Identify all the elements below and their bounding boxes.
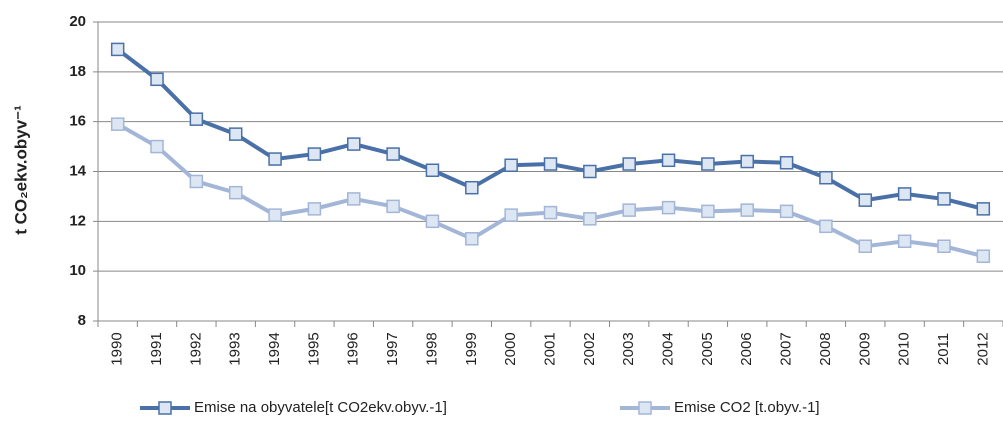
marker xyxy=(937,192,951,206)
marker xyxy=(819,219,833,234)
marker xyxy=(897,234,912,249)
marker xyxy=(150,139,164,154)
marker xyxy=(543,157,558,171)
marker xyxy=(425,163,440,178)
x-tick-label: 1996 xyxy=(345,332,362,365)
legend-marker xyxy=(638,401,652,415)
legend-label: Emise CO2 [t.obyv.-1] xyxy=(674,399,820,416)
marker xyxy=(701,157,715,171)
x-tick-label: 1995 xyxy=(305,332,322,365)
marker xyxy=(779,156,794,170)
y-tick-label: 16 xyxy=(69,113,86,130)
series-line xyxy=(116,47,984,211)
x-tick-label: 1997 xyxy=(384,332,401,365)
marker xyxy=(583,212,597,226)
marker xyxy=(701,204,715,219)
x-tick-label: 2003 xyxy=(620,332,637,365)
marker xyxy=(740,203,754,217)
legend-label: Emise na obyvatele[t CO2ekv.obyv.-1] xyxy=(194,399,447,416)
marker xyxy=(228,185,243,200)
x-tick-label: 1991 xyxy=(148,332,165,365)
marker xyxy=(858,239,873,253)
marker xyxy=(347,137,361,151)
marker xyxy=(661,200,676,215)
y-tick-label: 10 xyxy=(69,262,86,279)
x-tick-label: 2009 xyxy=(856,332,873,365)
marker xyxy=(307,147,322,161)
x-tick-label: 2010 xyxy=(896,332,913,365)
marker xyxy=(661,153,676,168)
marker xyxy=(622,203,636,217)
marker xyxy=(504,158,518,173)
x-tick-label: 2011 xyxy=(935,333,952,365)
marker xyxy=(622,157,636,171)
x-tick-label: 2005 xyxy=(699,332,716,365)
marker xyxy=(307,202,322,216)
x-tick-label: 1990 xyxy=(109,332,126,365)
marker xyxy=(425,214,440,229)
marker xyxy=(897,187,912,201)
x-tick-label: 1999 xyxy=(463,332,480,365)
legend-marker xyxy=(158,401,172,415)
marker xyxy=(465,232,479,246)
marker xyxy=(110,42,125,57)
y-tick-label: 14 xyxy=(69,162,86,179)
marker xyxy=(386,199,400,214)
y-tick-label: 20 xyxy=(69,13,86,30)
marker xyxy=(268,208,282,222)
marker xyxy=(150,72,164,87)
x-tick-label: 2002 xyxy=(581,332,598,365)
marker xyxy=(189,112,204,126)
y-tick-label: 18 xyxy=(69,63,86,80)
marker xyxy=(504,208,518,222)
marker xyxy=(189,174,204,189)
x-tick-label: 2008 xyxy=(817,332,834,365)
x-tick-label: 2001 xyxy=(541,332,558,365)
marker xyxy=(819,170,833,185)
marker xyxy=(347,192,361,206)
y-tick-label: 12 xyxy=(69,212,86,229)
x-tick-label: 1992 xyxy=(187,332,204,365)
x-tick-label: 2000 xyxy=(502,332,519,365)
marker xyxy=(740,154,754,169)
marker xyxy=(543,205,558,220)
marker xyxy=(937,239,951,253)
marker xyxy=(268,152,282,166)
marker xyxy=(976,202,991,216)
y-tick-label: 8 xyxy=(78,312,86,329)
x-tick-label: 1993 xyxy=(227,332,244,365)
marker xyxy=(779,204,794,219)
y-axis-label: t CO₂ekv.obyv⁻¹ xyxy=(11,105,30,235)
x-tick-label: 2007 xyxy=(778,332,795,365)
x-tick-label: 1998 xyxy=(423,332,440,365)
x-tick-label: 2006 xyxy=(738,332,755,365)
x-tick-label: 2012 xyxy=(974,332,991,365)
marker xyxy=(228,127,243,141)
marker xyxy=(386,147,400,161)
x-tick-label: 2004 xyxy=(660,332,677,365)
marker xyxy=(976,249,991,263)
marker xyxy=(110,117,125,131)
marker xyxy=(583,164,597,179)
marker xyxy=(858,193,873,207)
x-tick-label: 1994 xyxy=(266,332,283,365)
marker xyxy=(465,180,479,195)
